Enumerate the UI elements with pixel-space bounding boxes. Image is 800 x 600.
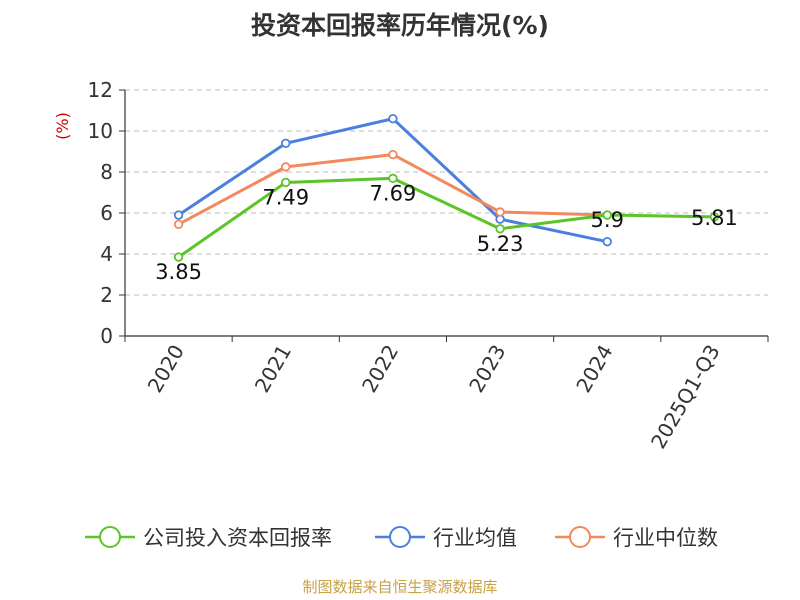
x-tick-label-2024: 2024 <box>571 341 617 397</box>
data-label-1: 7.49 <box>262 185 309 209</box>
legend-item-1[interactable]: 行业均值 <box>375 526 517 550</box>
data-point-0-2 <box>388 173 398 184</box>
y-tick-label-6: 6 <box>100 201 113 225</box>
x-tick-label-2022: 2022 <box>357 341 403 397</box>
data-point-0-3 <box>495 224 505 234</box>
x-tick-label-2021: 2021 <box>250 341 296 397</box>
y-tick-label-0: 0 <box>100 324 113 348</box>
series-layer <box>173 113 720 262</box>
data-point-1-0 <box>173 210 184 220</box>
data-point-0-0 <box>173 252 184 262</box>
data-point-1-4 <box>602 236 612 247</box>
data-label-0: 3.85 <box>155 260 202 284</box>
series-0 <box>173 173 720 262</box>
data-point-2-3 <box>495 207 505 217</box>
legend-item-0[interactable]: 公司投入资本回报率 <box>85 526 332 550</box>
legend-marker-0 <box>99 526 121 548</box>
data-label-3: 5.23 <box>477 232 524 256</box>
chart-title: 投资本回报率历年情况(%) <box>251 11 549 40</box>
y-tick-label-2: 2 <box>100 283 113 307</box>
x-tick-label-2023: 2023 <box>464 341 510 397</box>
data-point-0-1 <box>281 177 291 188</box>
y-tick-label-12: 12 <box>88 78 113 102</box>
data-label-4: 5.9 <box>591 208 624 232</box>
x-tick-label-2020: 2020 <box>143 341 189 397</box>
data-point-2-1 <box>281 162 291 172</box>
legend-marker-2 <box>569 526 591 548</box>
y-tick-label-10: 10 <box>88 119 113 143</box>
source-note: 制图数据来自恒生聚源数据库 <box>302 578 497 596</box>
series-1 <box>173 113 612 247</box>
x-tick-label-2025Q1-Q3: 2025Q1-Q3 <box>646 341 725 453</box>
data-label-2: 7.69 <box>370 181 417 205</box>
grid-lines <box>125 89 768 296</box>
legend-item-2[interactable]: 行业中位数 <box>555 526 718 550</box>
legend: 公司投入资本回报率 行业均值 行业中位数 <box>85 526 718 550</box>
legend-label-2: 行业中位数 <box>613 526 718 550</box>
series-2 <box>173 149 612 229</box>
data-point-2-2 <box>388 149 398 160</box>
data-point-1-1 <box>281 138 291 148</box>
data-labels: 3.85 7.49 7.69 5.23 5.9 5.81 <box>155 181 738 284</box>
legend-marker-1 <box>389 526 411 548</box>
series-line-0 <box>177 176 715 259</box>
data-point-1-2 <box>388 113 398 124</box>
data-point-0-5 <box>709 212 720 222</box>
y-tick-label-4: 4 <box>100 242 113 266</box>
data-label-5: 5.81 <box>691 206 738 230</box>
legend-label-0: 公司投入资本回报率 <box>143 526 332 550</box>
y-tick-label-8: 8 <box>100 160 113 184</box>
legend-label-1: 行业均值 <box>433 526 517 550</box>
y-axis-unit-label: (%) <box>53 112 72 140</box>
data-point-0-4 <box>602 210 612 220</box>
data-point-2-0 <box>173 219 184 229</box>
